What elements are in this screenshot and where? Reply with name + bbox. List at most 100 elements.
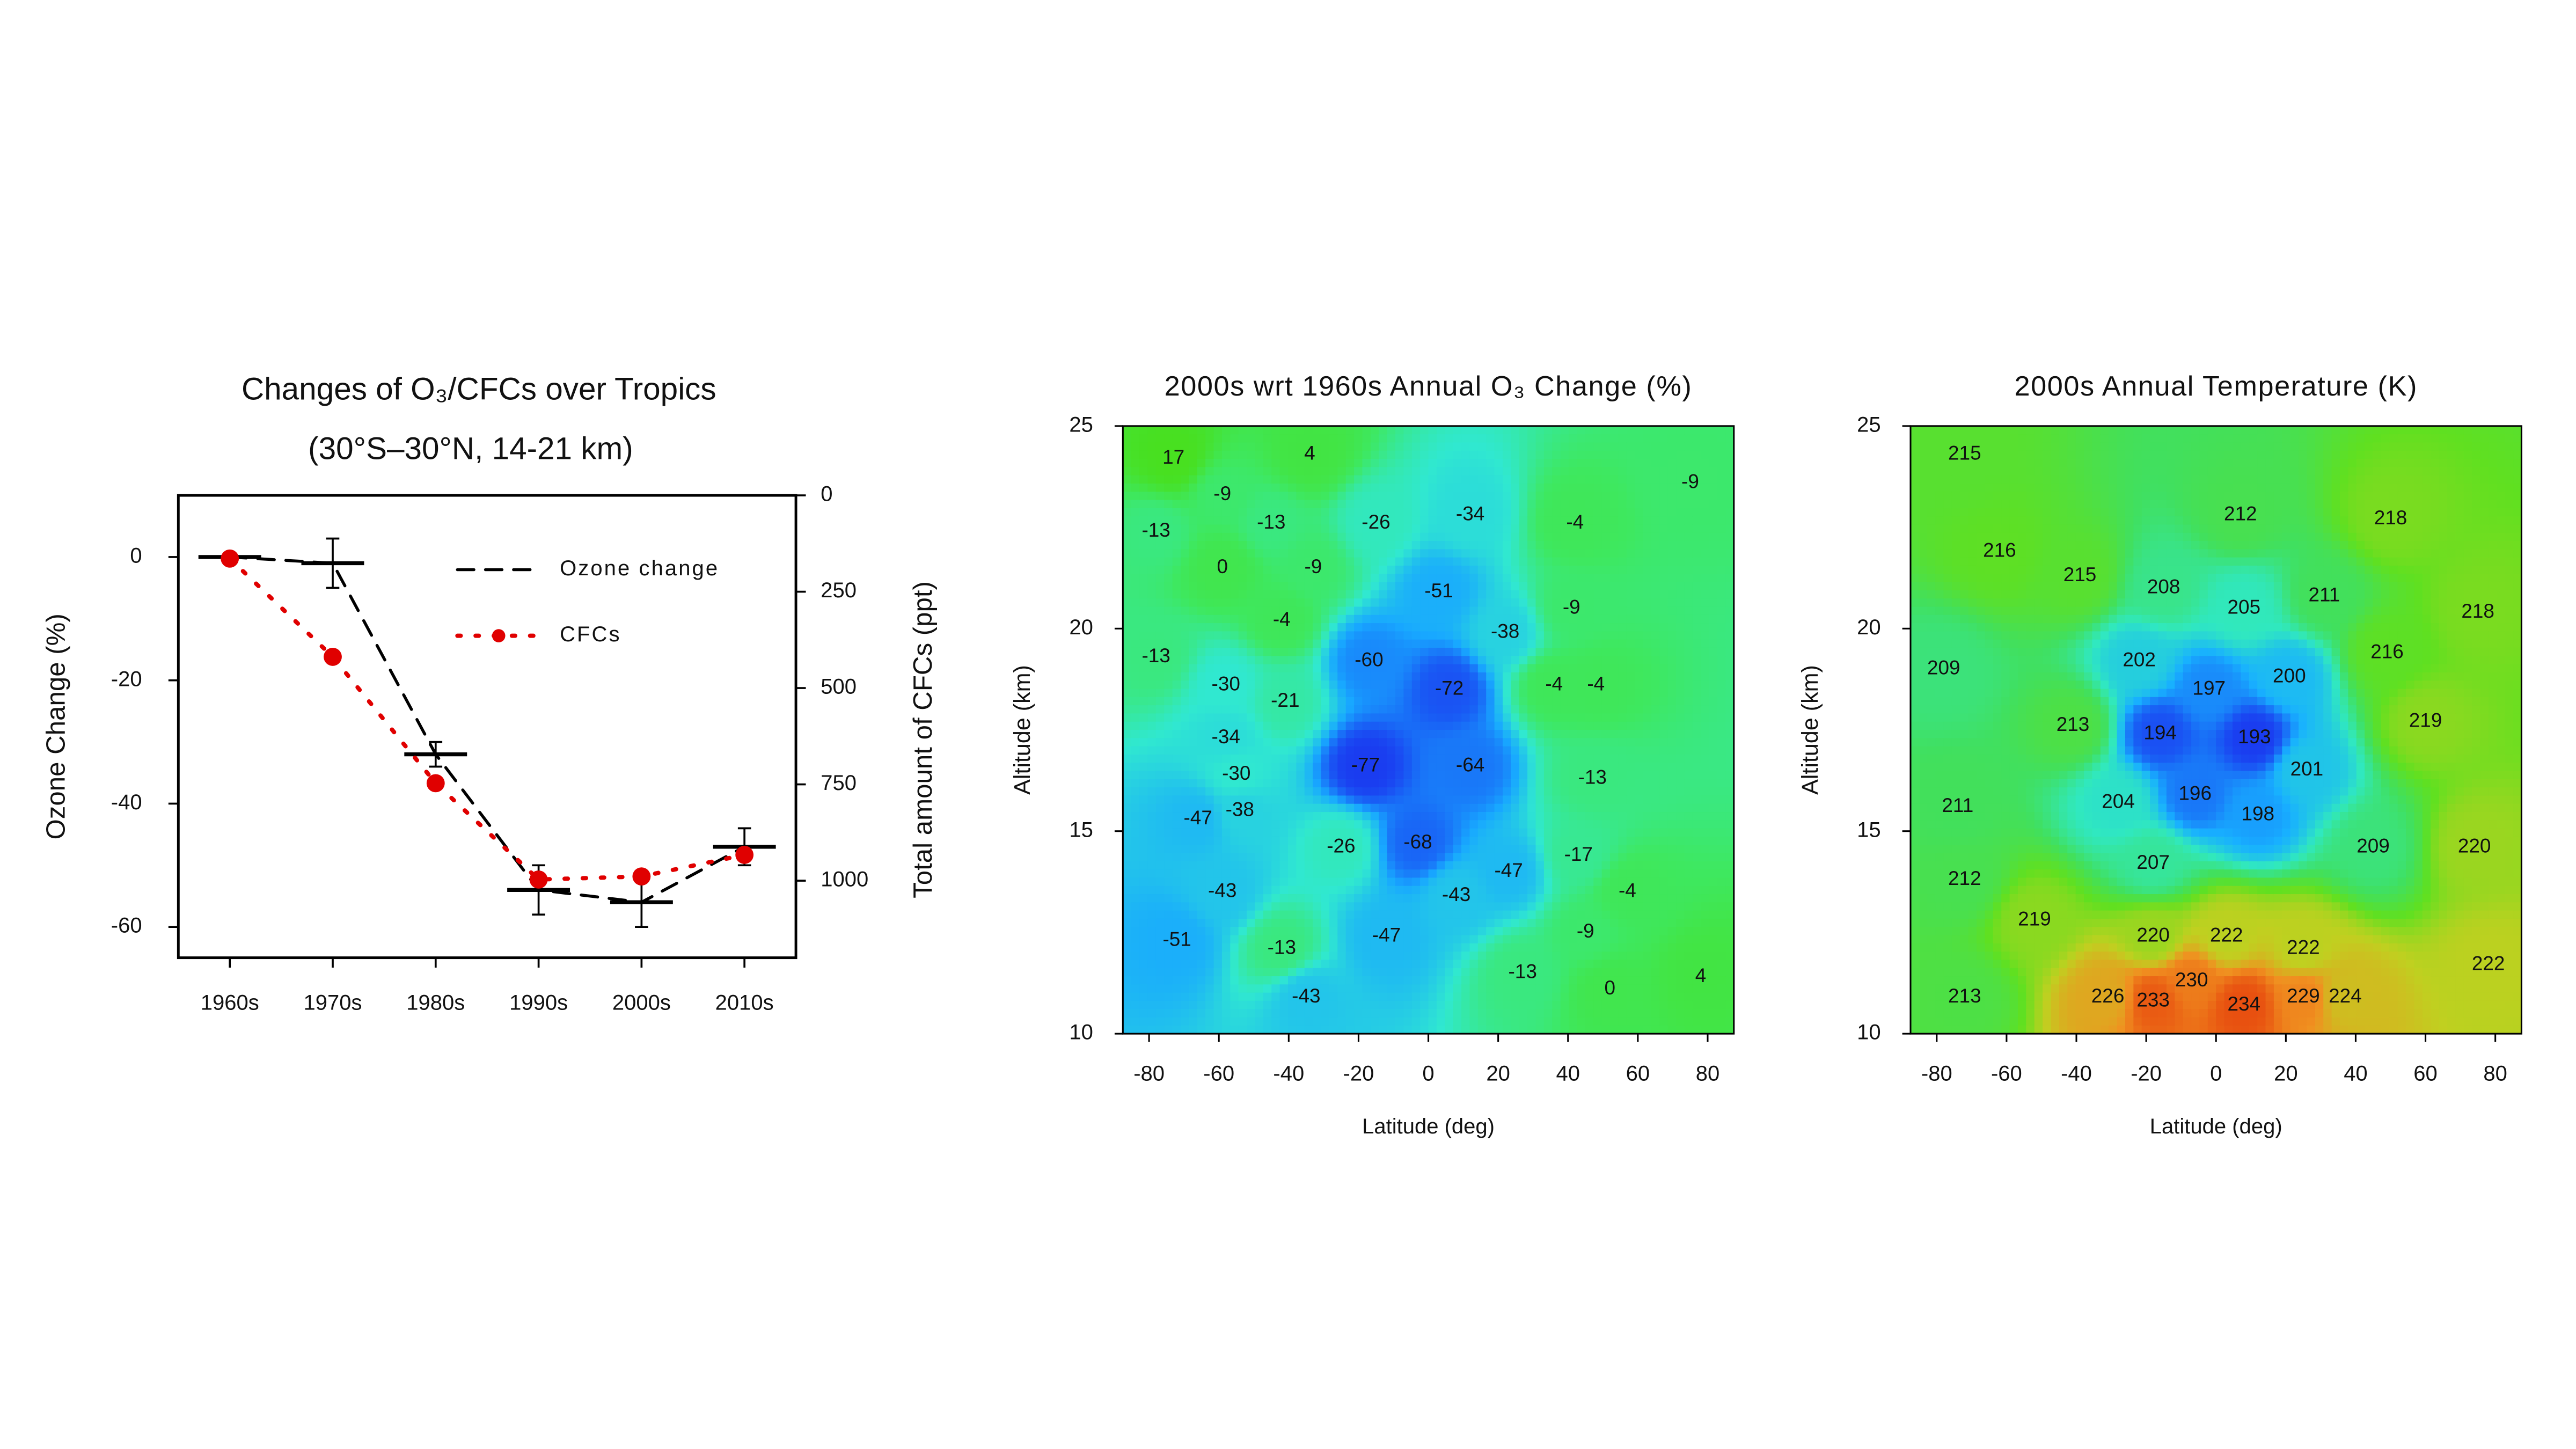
heat-cell xyxy=(1205,582,1214,591)
heat-cell xyxy=(1155,960,1165,969)
heat-cell xyxy=(1155,910,1165,920)
heat-cell xyxy=(1238,754,1248,764)
heat-cell xyxy=(1610,960,1619,969)
heat-cell xyxy=(1247,894,1256,903)
heat-cell xyxy=(1370,943,1380,953)
heat-cell xyxy=(1618,606,1627,616)
heat-cell xyxy=(1635,754,1644,764)
heat-cell xyxy=(1560,869,1570,879)
heat-cell xyxy=(1354,434,1363,443)
heat-cell xyxy=(1172,828,1182,838)
heat-cell xyxy=(1511,795,1520,804)
heat-cell xyxy=(1527,689,1536,698)
x-tick-label: 1990s xyxy=(509,991,568,1014)
heat-cell xyxy=(1155,672,1165,682)
heat-cell xyxy=(1164,516,1173,525)
heat-cell xyxy=(1189,623,1198,632)
heat-cell xyxy=(1362,820,1372,829)
heat-cell xyxy=(1494,902,1504,911)
heat-cell xyxy=(1552,697,1561,706)
heat-cell xyxy=(1221,697,1231,706)
heat-cell xyxy=(1461,508,1470,517)
heat-cell xyxy=(1387,713,1396,722)
heat-cell xyxy=(1354,787,1363,796)
heat-cell xyxy=(1172,885,1182,895)
heat-cell xyxy=(1247,524,1256,533)
heat-cell xyxy=(1155,845,1165,854)
heat-cell xyxy=(1461,976,1470,985)
heat-cell xyxy=(1263,771,1272,780)
heat-cell xyxy=(1379,795,1388,804)
heat-cell xyxy=(1379,492,1388,501)
heat-cell xyxy=(1403,894,1413,903)
y-tick-label: -20 xyxy=(111,667,142,691)
heat-cell xyxy=(1379,656,1388,665)
heat-cell xyxy=(1263,869,1272,879)
heat-cell xyxy=(1247,787,1256,796)
heat-cell xyxy=(1577,532,1586,542)
heat-cell xyxy=(1420,845,1429,854)
heat-cell xyxy=(1221,968,1231,977)
heat-cell xyxy=(1469,754,1479,764)
heat-cell xyxy=(1313,516,1322,525)
heat-cell xyxy=(1569,902,1578,911)
heat-cell xyxy=(1247,713,1256,722)
heat-cell xyxy=(1329,976,1338,985)
heat-cell xyxy=(1263,598,1272,608)
heat-cell xyxy=(1461,680,1470,690)
heat-cell xyxy=(1610,820,1619,829)
heat-cell xyxy=(1486,910,1495,920)
heat-cell xyxy=(1395,565,1404,575)
heat-cell xyxy=(1205,426,1214,435)
heat-cell xyxy=(1238,516,1248,525)
heat-cell xyxy=(1387,927,1396,936)
heat-cell xyxy=(1527,754,1536,764)
heat-cell xyxy=(1337,779,1346,788)
heat-cell xyxy=(1461,450,1470,460)
heat-cell xyxy=(1569,483,1578,493)
heat-cell xyxy=(1139,639,1148,649)
heat-cell xyxy=(1354,647,1363,657)
heat-cell xyxy=(1601,1017,1611,1027)
heat-cell xyxy=(1155,787,1165,796)
heat-cell xyxy=(1255,918,1264,928)
heat-cell xyxy=(1230,902,1239,911)
heat-cell xyxy=(1288,763,1297,772)
heat-cell xyxy=(1511,483,1520,493)
heat-cell xyxy=(1477,1000,1487,1010)
heat-cell xyxy=(1577,1017,1586,1027)
heat-cell xyxy=(1403,532,1413,542)
heat-cell xyxy=(1560,508,1570,517)
heat-cell xyxy=(1511,836,1520,846)
heat-cell xyxy=(1511,787,1520,796)
heat-cell xyxy=(1469,623,1479,632)
heat-cell xyxy=(1147,763,1157,772)
heat-cell xyxy=(1477,968,1487,977)
heat-cell xyxy=(1469,639,1479,649)
heat-cell xyxy=(1593,952,1602,961)
heat-cell xyxy=(1635,1025,1644,1035)
heat-cell xyxy=(1651,532,1660,542)
heat-cell xyxy=(1205,1017,1214,1027)
heat-cell xyxy=(1387,656,1396,665)
heat-cell xyxy=(1147,754,1157,764)
heat-cell xyxy=(1304,500,1314,509)
heat-cell xyxy=(1469,869,1479,879)
heat-cell xyxy=(1370,877,1380,887)
heat-cell xyxy=(1205,434,1214,443)
heat-cell xyxy=(1577,976,1586,985)
heat-cell xyxy=(1635,877,1644,887)
heat-cell xyxy=(1552,853,1561,862)
heat-cell xyxy=(1552,565,1561,575)
heat-cell xyxy=(1321,828,1330,838)
heat-cell xyxy=(1651,1025,1660,1035)
heat-cell xyxy=(1643,836,1652,846)
heat-cell xyxy=(1230,590,1239,599)
heat-cell xyxy=(1403,763,1413,772)
heat-cell xyxy=(1395,960,1404,969)
heat-cell xyxy=(1164,738,1173,747)
heat-cell xyxy=(1445,697,1454,706)
heat-cell xyxy=(1411,705,1421,714)
heat-cell xyxy=(1601,500,1611,509)
heat-cell xyxy=(1643,467,1652,476)
